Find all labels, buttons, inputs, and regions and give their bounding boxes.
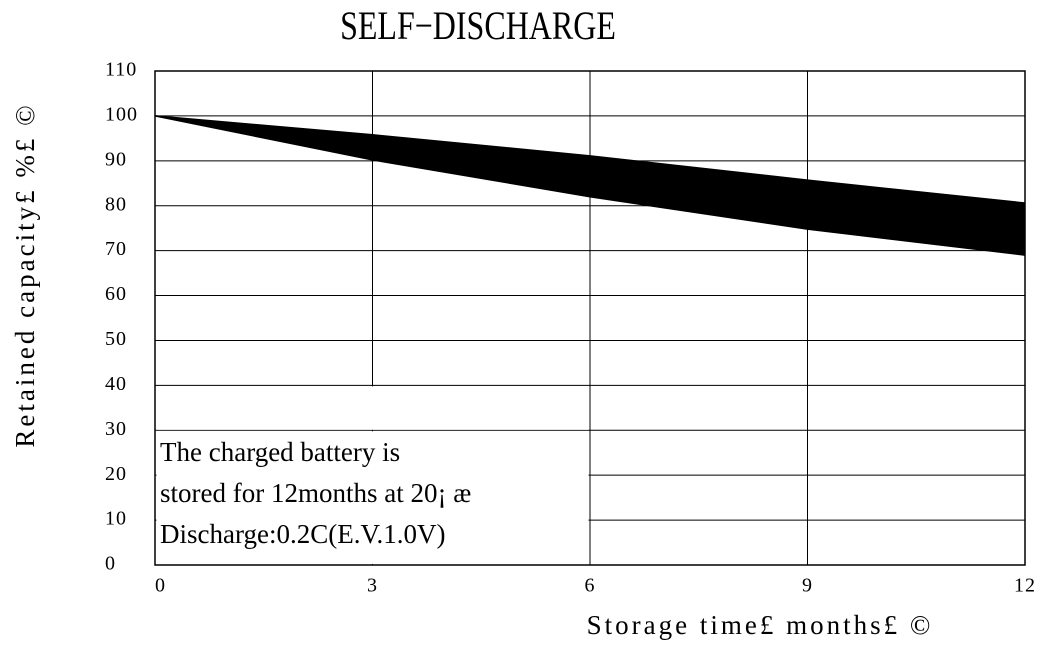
y-tick-label: 40 (105, 373, 127, 395)
chart-title: SELF−DISCHARGE (340, 4, 616, 48)
x-tick-label: 6 (585, 575, 596, 597)
y-tick-label: 60 (105, 283, 127, 305)
y-tick-label: 90 (105, 148, 127, 170)
x-tick-label: 12 (1014, 575, 1036, 597)
annotation-box (156, 386, 589, 430)
annotation: The charged battery is (160, 437, 400, 467)
y-tick-label: 30 (105, 418, 127, 440)
x-axis-label: Storage time£ months£ © (587, 610, 934, 640)
band-edge (154, 115, 1026, 256)
x-tick-label: 0 (155, 575, 166, 597)
annotation: Discharge:0.2C(E.V.1.0V) (160, 519, 445, 549)
y-tick-label: 70 (105, 238, 127, 260)
x-tick-label: 9 (802, 575, 813, 597)
y-axis-label: Retained capacity£ %£ © (10, 102, 40, 447)
y-tick-label: 0 (105, 553, 116, 575)
y-tick-label: 110 (105, 59, 137, 81)
x-tick-label: 3 (367, 575, 378, 597)
annotation: stored for 12months at 20¡ æ (160, 478, 471, 508)
y-tick-label: 100 (105, 104, 138, 126)
y-tick-label: 10 (105, 508, 127, 530)
y-tick-label: 20 (105, 463, 127, 485)
annotation-box (156, 431, 589, 564)
plot-frame (154, 70, 1026, 566)
y-tick-label: 50 (105, 328, 127, 350)
band-fill (155, 115, 1025, 256)
y-tick-label: 80 (105, 193, 127, 215)
band-edge (154, 115, 1026, 204)
